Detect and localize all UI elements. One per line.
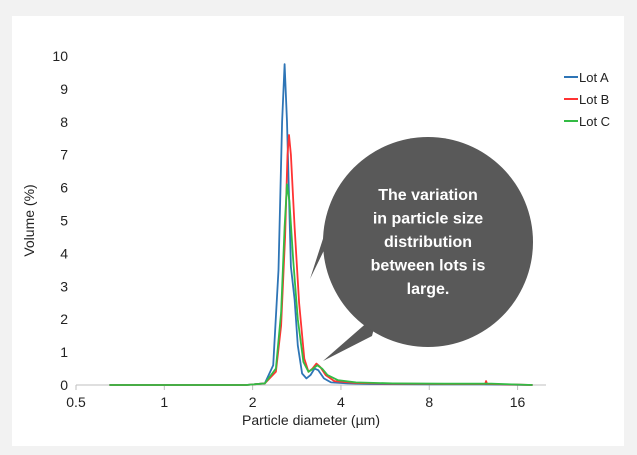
particle-size-chart: 0.5 1 2 4 8 16 0 1 2 3 4 5 6 7 8 9 10 Lot A Lot B Lot C Th… (21, 48, 610, 428)
callout-text-line: distribution (384, 234, 472, 251)
y-tick-label: 4 (60, 245, 68, 261)
callout-text-line: The variation (378, 187, 478, 204)
x-tick-label: 8 (425, 394, 433, 410)
series-line-lot-c (109, 183, 533, 386)
y-tick-label: 8 (60, 114, 68, 130)
y-tick-label: 10 (52, 48, 68, 64)
y-tick-label: 3 (60, 278, 68, 294)
y-axis-title: Volume (%) (21, 184, 37, 256)
legend-entry: Lot A (579, 70, 609, 85)
y-tick-label: 0 (60, 377, 68, 393)
callout-text-line: large. (407, 281, 450, 298)
x-tick-label: 16 (510, 394, 526, 410)
y-tick-label: 6 (60, 180, 68, 196)
x-tick-label: 2 (249, 394, 257, 410)
callout-bubble (323, 137, 533, 347)
x-tick-label: 1 (160, 394, 168, 410)
legend-entry: Lot B (579, 92, 609, 107)
callout-text-line: in particle size (373, 211, 483, 228)
y-tick-label: 7 (60, 147, 68, 163)
y-tick-label: 1 (60, 344, 68, 360)
x-axis-title: Particle diameter (µm) (242, 412, 380, 428)
y-tick-label: 5 (60, 213, 68, 229)
x-tick-label: 4 (337, 394, 345, 410)
x-tick-label: 0.5 (66, 394, 86, 410)
y-tick-label: 2 (60, 311, 68, 327)
legend-entry: Lot C (579, 114, 610, 129)
chart-panel: 0.5 1 2 4 8 16 0 1 2 3 4 5 6 7 8 9 10 Lot A Lot B Lot C Th… (12, 16, 624, 446)
y-tick-label: 9 (60, 81, 68, 97)
callout-text-line: between lots is (371, 258, 486, 275)
